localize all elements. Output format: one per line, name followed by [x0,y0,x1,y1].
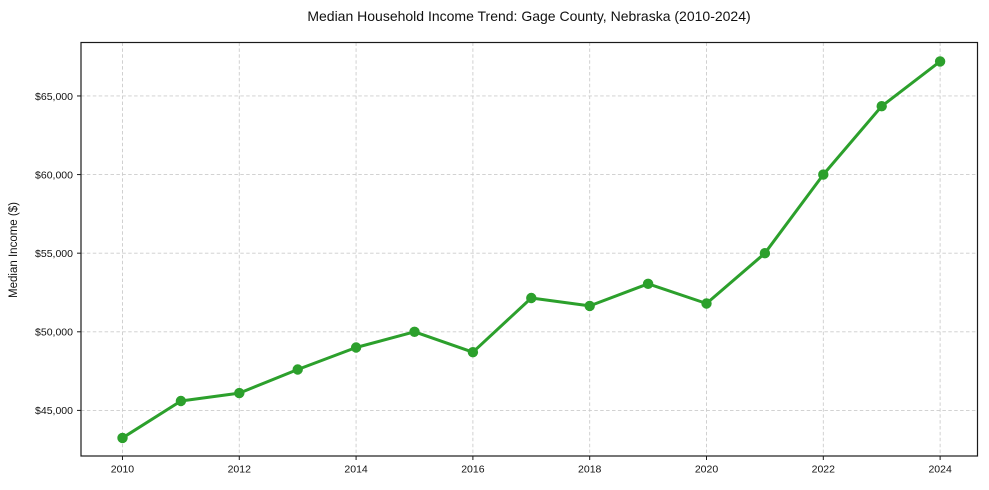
x-tick-label: 2022 [812,464,836,476]
x-tick-label: 2024 [928,464,952,476]
data-point-2016 [467,347,479,358]
data-point-2015 [409,326,420,337]
plot-border [80,41,979,457]
y-tick-label: $50,000 [35,327,73,339]
series-line [121,59,942,440]
data-point-2024 [934,56,946,67]
data-point-2023 [876,101,887,112]
chart-title: Median Household Income Trend: Gage Coun… [307,8,750,24]
y-tick-label: $65,000 [35,91,73,103]
x-tick-label: 2010 [111,464,135,476]
y-tick-label: $45,000 [35,405,73,417]
data-point-2017 [526,292,537,304]
data-point-2014 [350,342,362,353]
data-point-2022 [818,169,829,180]
data-point-2012 [234,387,245,399]
tick-labels-layer: 2010 2012 2014 2016 2018 2020 2022 2024 $45,000 $… [35,91,952,476]
y-tick-label: $60,000 [35,169,73,181]
x-tick-label: 2016 [461,464,485,476]
data-point-2018 [584,300,595,312]
ticks-layer [77,95,941,460]
data-point-2011 [175,395,187,407]
x-tick-label: 2020 [695,464,719,476]
gridlines-layer [81,42,978,456]
x-tick-label: 2018 [578,464,602,476]
x-tick-label: 2014 [344,464,368,476]
data-point-2020 [701,298,712,309]
data-point-2010 [117,432,128,444]
data-point-2013 [292,364,303,375]
series-layer [117,56,946,444]
y-axis-label: Median Income ($) [8,202,20,298]
data-point-2021 [759,248,771,259]
data-point-2019 [642,278,654,289]
y-tick-label: $55,000 [35,248,73,260]
x-tick-label: 2012 [228,464,252,476]
